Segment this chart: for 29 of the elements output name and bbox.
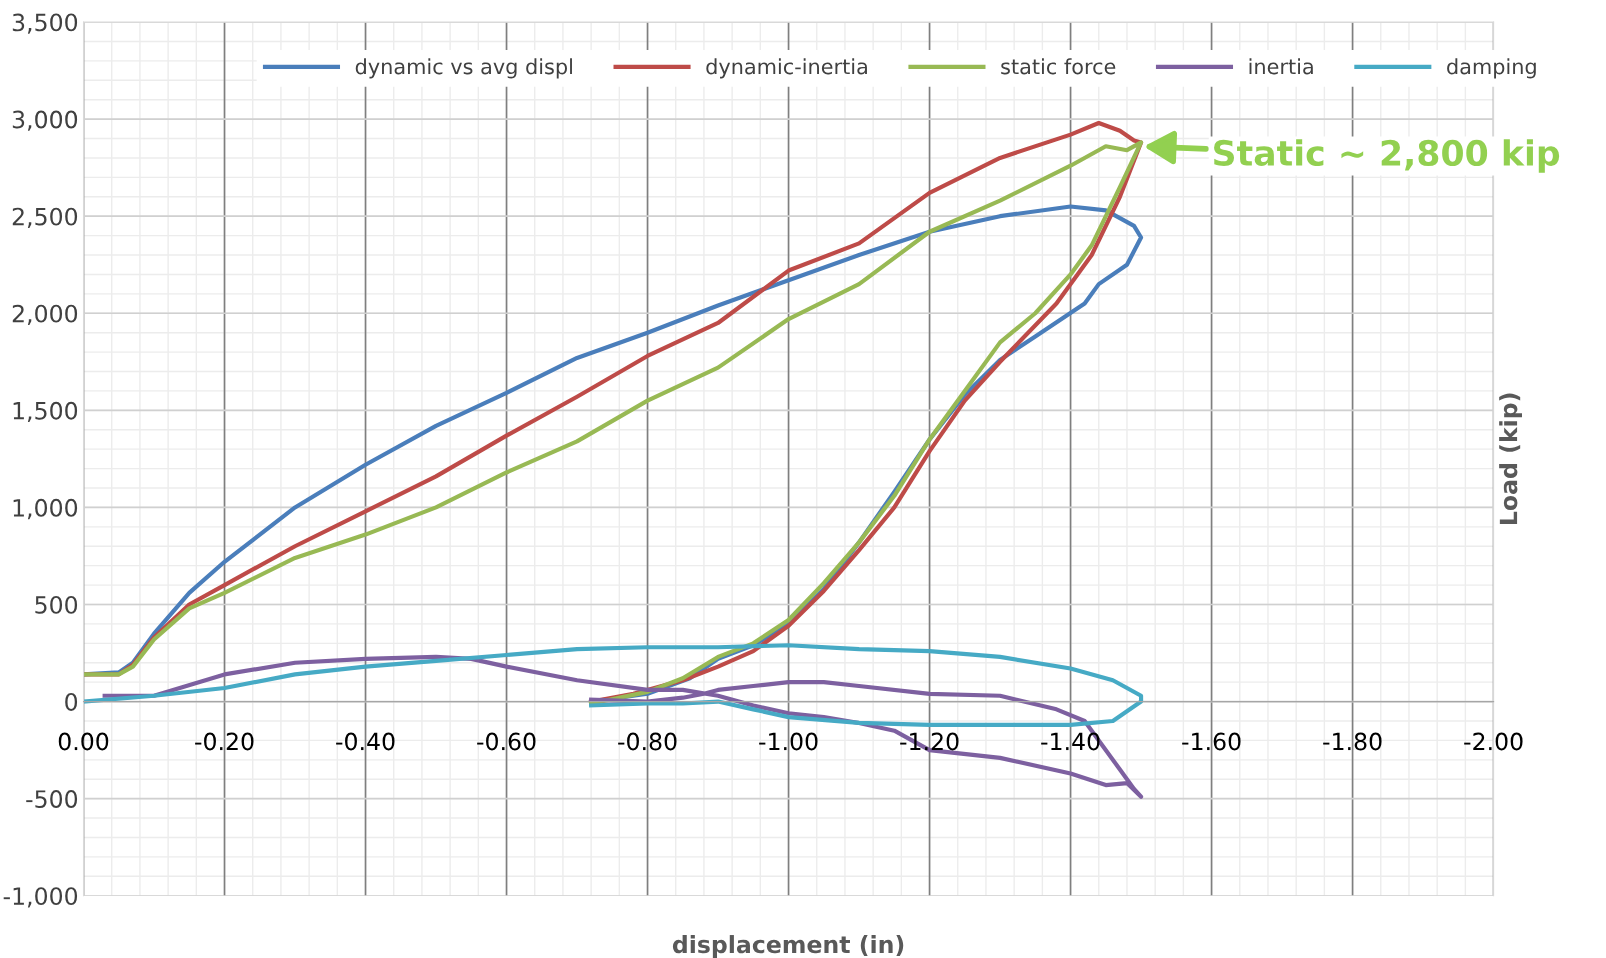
annotation: Static ~ 2,800 kip xyxy=(1214,139,1560,173)
y-tick-label: 0 xyxy=(65,693,78,711)
x-tick-label: -1.40 xyxy=(1041,732,1100,751)
x-tick-label: -1.80 xyxy=(1323,732,1382,751)
x-tick-label: -0.80 xyxy=(618,732,677,751)
legend-label: static force xyxy=(1001,58,1116,75)
y-tick-label: 2,500 xyxy=(12,207,78,228)
y-tick-label: 1,000 xyxy=(13,498,78,520)
y-tick-label: -1,000 xyxy=(3,887,78,908)
x-tick-label: -2.00 xyxy=(1464,732,1523,751)
legend-label: damping xyxy=(1447,58,1536,79)
x-tick-label: -0.20 xyxy=(195,732,254,751)
x-tick-label: 0.00 xyxy=(58,732,109,751)
x-tick-label: -0.40 xyxy=(336,732,395,751)
y-tick-label: 500 xyxy=(35,595,78,614)
y-axis-title: Load (kip) xyxy=(1499,393,1522,525)
legend-label: dynamic-inertia xyxy=(706,58,867,79)
x-axis-title: displacement (in) xyxy=(672,935,904,958)
y-tick-label: 3,500 xyxy=(12,13,78,34)
x-tick-label: -1.00 xyxy=(759,732,818,751)
legend-label: inertia xyxy=(1249,58,1313,75)
x-tick-label: -1.60 xyxy=(1182,732,1241,751)
x-tick-label: -0.60 xyxy=(477,732,536,751)
line-series xyxy=(83,643,1144,727)
y-tick-label: 2,000 xyxy=(12,304,78,325)
y-tick-label: 1,500 xyxy=(13,401,78,423)
legend-label: dynamic vs avg displ xyxy=(355,58,572,79)
y-tick-label: 3,000 xyxy=(12,110,78,131)
y-tick-label: -500 xyxy=(26,790,78,808)
